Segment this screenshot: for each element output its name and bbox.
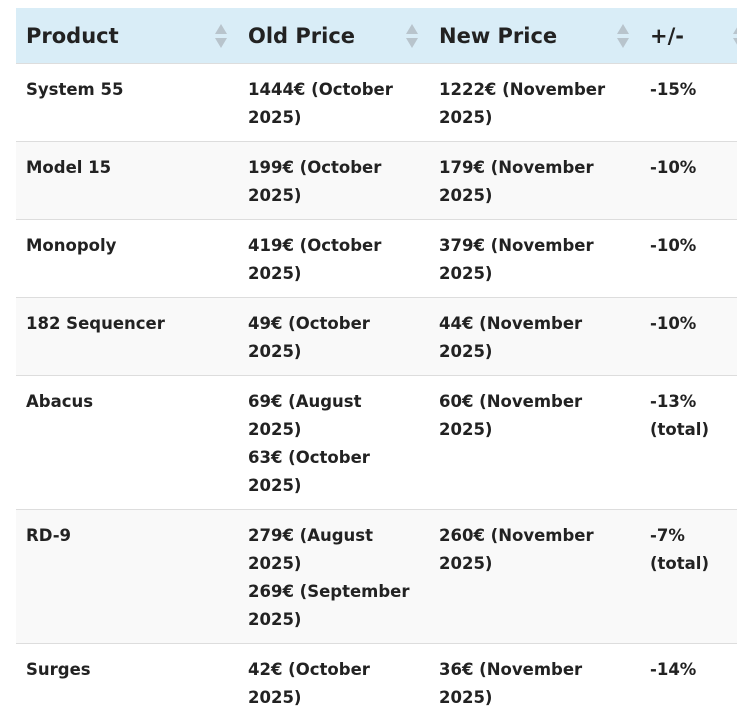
- table-cell: -15%: [640, 64, 737, 142]
- table-cell: -10%: [640, 142, 737, 220]
- sort-icon: [616, 22, 630, 50]
- column-header[interactable]: Old Price: [238, 8, 429, 64]
- header-label: New Price: [439, 24, 557, 48]
- sort-icon: [732, 22, 737, 50]
- header-label: Product: [26, 24, 119, 48]
- price-line: 419€ (October 2025): [248, 232, 419, 288]
- table-cell: -10%: [640, 220, 737, 298]
- sort-icon: [214, 22, 228, 50]
- table-cell: 1222€ (November 2025): [429, 64, 640, 142]
- table-cell: 419€ (October 2025): [238, 220, 429, 298]
- header-label: +/-: [650, 24, 684, 48]
- price-line: 49€ (October 2025): [248, 310, 419, 366]
- table-cell: 44€ (November 2025): [429, 298, 640, 376]
- table-cell: Surges: [16, 644, 238, 721]
- table-cell: -10%: [640, 298, 737, 376]
- header-row: Product Old Price New Price +/-: [16, 8, 737, 64]
- table-cell: 199€ (October 2025): [238, 142, 429, 220]
- column-header[interactable]: New Price: [429, 8, 640, 64]
- column-header[interactable]: +/-: [640, 8, 737, 64]
- table-cell: -7% (total): [640, 510, 737, 644]
- column-header[interactable]: Product: [16, 8, 238, 64]
- table-cell: 179€ (November 2025): [429, 142, 640, 220]
- table-cell: Model 15: [16, 142, 238, 220]
- price-line: 269€ (September 2025): [248, 578, 419, 634]
- table-cell: Abacus: [16, 376, 238, 510]
- table-cell: RD-9: [16, 510, 238, 644]
- price-line: 1444€ (October 2025): [248, 76, 419, 132]
- header-label: Old Price: [248, 24, 355, 48]
- table-cell: Monopoly: [16, 220, 238, 298]
- table-cell: -13% (total): [640, 376, 737, 510]
- sort-icon: [405, 22, 419, 50]
- table-cell: 1444€ (October 2025): [238, 64, 429, 142]
- price-line: 279€ (August 2025): [248, 522, 419, 578]
- table-cell: 69€ (August 2025)63€ (October 2025): [238, 376, 429, 510]
- table-cell: -14%: [640, 644, 737, 721]
- table-cell: 60€ (November 2025): [429, 376, 640, 510]
- price-line: 42€ (October 2025): [248, 656, 419, 712]
- table-cell: 279€ (August 2025)269€ (September 2025): [238, 510, 429, 644]
- table-cell: System 55: [16, 64, 238, 142]
- table-cell: 49€ (October 2025): [238, 298, 429, 376]
- price-line: 69€ (August 2025): [248, 388, 419, 444]
- table-cell: 260€ (November 2025): [429, 510, 640, 644]
- table-cell: 182 Sequencer: [16, 298, 238, 376]
- price-line: 199€ (October 2025): [248, 154, 419, 210]
- table-cell: 42€ (October 2025): [238, 644, 429, 721]
- price-line: 63€ (October 2025): [248, 444, 419, 500]
- table-cell: 36€ (November 2025): [429, 644, 640, 721]
- table-cell: 379€ (November 2025): [429, 220, 640, 298]
